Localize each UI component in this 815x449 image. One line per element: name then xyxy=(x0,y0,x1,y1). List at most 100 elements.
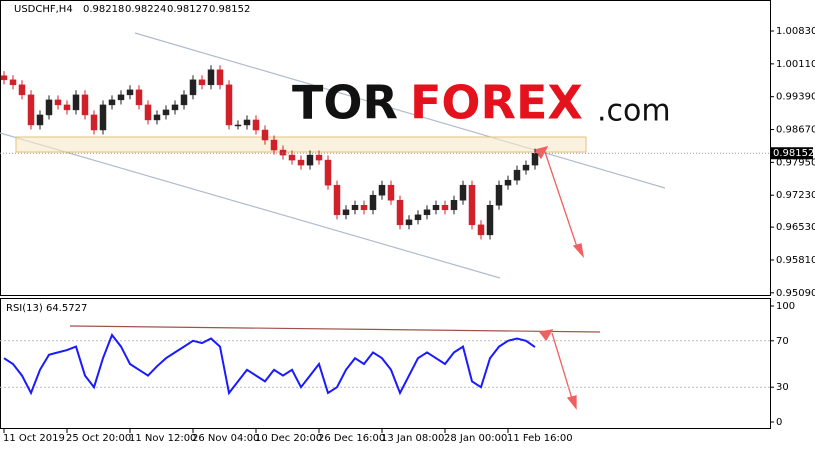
candle-body xyxy=(234,124,242,127)
x-tick-label: 26 Nov 04:00 xyxy=(192,433,259,444)
price-panel xyxy=(0,0,771,296)
candle-body xyxy=(279,149,287,156)
candle-body xyxy=(171,104,179,111)
candle-body xyxy=(153,114,161,121)
y-tick-label: 0.99390 xyxy=(776,92,815,103)
candle-body xyxy=(450,199,458,211)
y-tick-label: 30 xyxy=(776,382,789,393)
candle-body xyxy=(315,154,323,161)
candle-body xyxy=(396,199,404,226)
candle-body xyxy=(252,119,260,131)
last-price-label: 0.98152 xyxy=(773,148,814,159)
candle-body xyxy=(126,89,134,96)
candle-body xyxy=(504,179,512,186)
y-tick-label: 1.00830 xyxy=(776,26,815,37)
candle-body xyxy=(495,184,503,206)
candle-body xyxy=(441,204,449,211)
candle-body xyxy=(180,94,188,106)
y-tick-label: 0.97950 xyxy=(776,157,815,168)
candle-body xyxy=(99,104,107,131)
candle-body xyxy=(468,184,476,226)
x-tick-label: 11 Feb 16:00 xyxy=(507,433,573,444)
candle-body xyxy=(459,184,467,201)
candle-body xyxy=(414,214,422,221)
rsi-title: RSI(13) 64.5727 xyxy=(6,303,87,314)
candle-body xyxy=(243,119,251,126)
candle-body xyxy=(387,184,395,201)
logo-part: TOR xyxy=(292,76,398,130)
y-tick-label: 0 xyxy=(776,417,782,428)
y-tick-label: 0.98670 xyxy=(776,125,815,136)
logo: TOR FOREX .com xyxy=(292,76,671,130)
candle-body xyxy=(369,194,377,211)
support-zone xyxy=(15,136,587,153)
y-tick-label: 1.00110 xyxy=(776,59,815,70)
candle-body xyxy=(216,69,224,86)
candle-body xyxy=(306,154,314,166)
ohlc: 0.98218 xyxy=(83,4,124,15)
candle-body xyxy=(198,79,206,86)
rsi-line xyxy=(3,332,536,396)
ohlc: 0.98152 xyxy=(209,4,250,15)
candle-body xyxy=(117,94,125,101)
y-tick-label: 0.97230 xyxy=(776,190,815,201)
rsi-trendline xyxy=(69,325,601,333)
candle-body xyxy=(72,94,80,111)
candle-body xyxy=(63,104,71,111)
x-tick-label: 25 Oct 20:00 xyxy=(66,433,131,444)
candle-body xyxy=(432,204,440,211)
x-tick-label: 13 Jan 08:00 xyxy=(381,433,444,444)
y-tick-label: 70 xyxy=(776,336,789,347)
x-tick-label: 26 Dec 16:00 xyxy=(318,433,385,444)
candle-body xyxy=(486,204,494,236)
x-tick-label: 11 Nov 12:00 xyxy=(129,433,196,444)
candle-body xyxy=(270,139,278,151)
candle-body xyxy=(261,129,269,141)
candle-body xyxy=(189,79,197,96)
arrows xyxy=(533,146,585,410)
candle-body xyxy=(36,114,44,126)
candle-body xyxy=(144,104,152,121)
ohlc: 0.98224 xyxy=(125,4,166,15)
rsi-panel xyxy=(0,298,771,429)
channel-lower xyxy=(0,132,501,279)
candle-body xyxy=(405,219,413,226)
ohlc: 0.98127 xyxy=(167,4,208,15)
logo-part: FOREX xyxy=(410,76,583,130)
candle-body xyxy=(333,184,341,216)
candle-body xyxy=(522,164,530,171)
x-tick-label: 10 Dec 20:00 xyxy=(255,433,322,444)
candle-body xyxy=(513,169,521,181)
candle-body xyxy=(108,99,116,106)
y-tick-label: 0.95810 xyxy=(776,255,815,266)
candle-body xyxy=(297,159,305,166)
candle-body xyxy=(0,75,8,81)
y-tick-label: 100 xyxy=(776,301,795,312)
last-price-box xyxy=(771,147,813,160)
candle-body xyxy=(477,224,485,236)
candle-body xyxy=(54,99,62,106)
candle-body xyxy=(531,152,539,166)
logo-part: .com xyxy=(597,94,671,129)
candle-body xyxy=(342,209,350,216)
candle-body xyxy=(9,79,17,86)
header: USDCHF,H4 0.98218 0.98224 0.98127 0.9815… xyxy=(14,4,250,15)
candle-body xyxy=(360,204,368,211)
x-tick-label: 11 Oct 2019 xyxy=(3,433,65,444)
candle-body xyxy=(18,84,26,96)
candle-body xyxy=(225,84,233,126)
x-tick-label: 28 Jan 00:00 xyxy=(444,433,507,444)
candle-body xyxy=(90,114,98,131)
channel-upper xyxy=(134,32,666,189)
candle-body xyxy=(27,94,35,126)
candle-body xyxy=(207,69,215,86)
candle-body xyxy=(423,209,431,216)
candle-body xyxy=(378,184,386,196)
candle-body xyxy=(288,154,296,161)
symbol: USDCHF,H4 xyxy=(14,4,73,15)
candle-body xyxy=(324,159,332,186)
candle-body xyxy=(45,99,53,116)
y-tick-label: 0.95090 xyxy=(776,288,815,299)
y-tick-label: 0.96530 xyxy=(776,222,815,233)
